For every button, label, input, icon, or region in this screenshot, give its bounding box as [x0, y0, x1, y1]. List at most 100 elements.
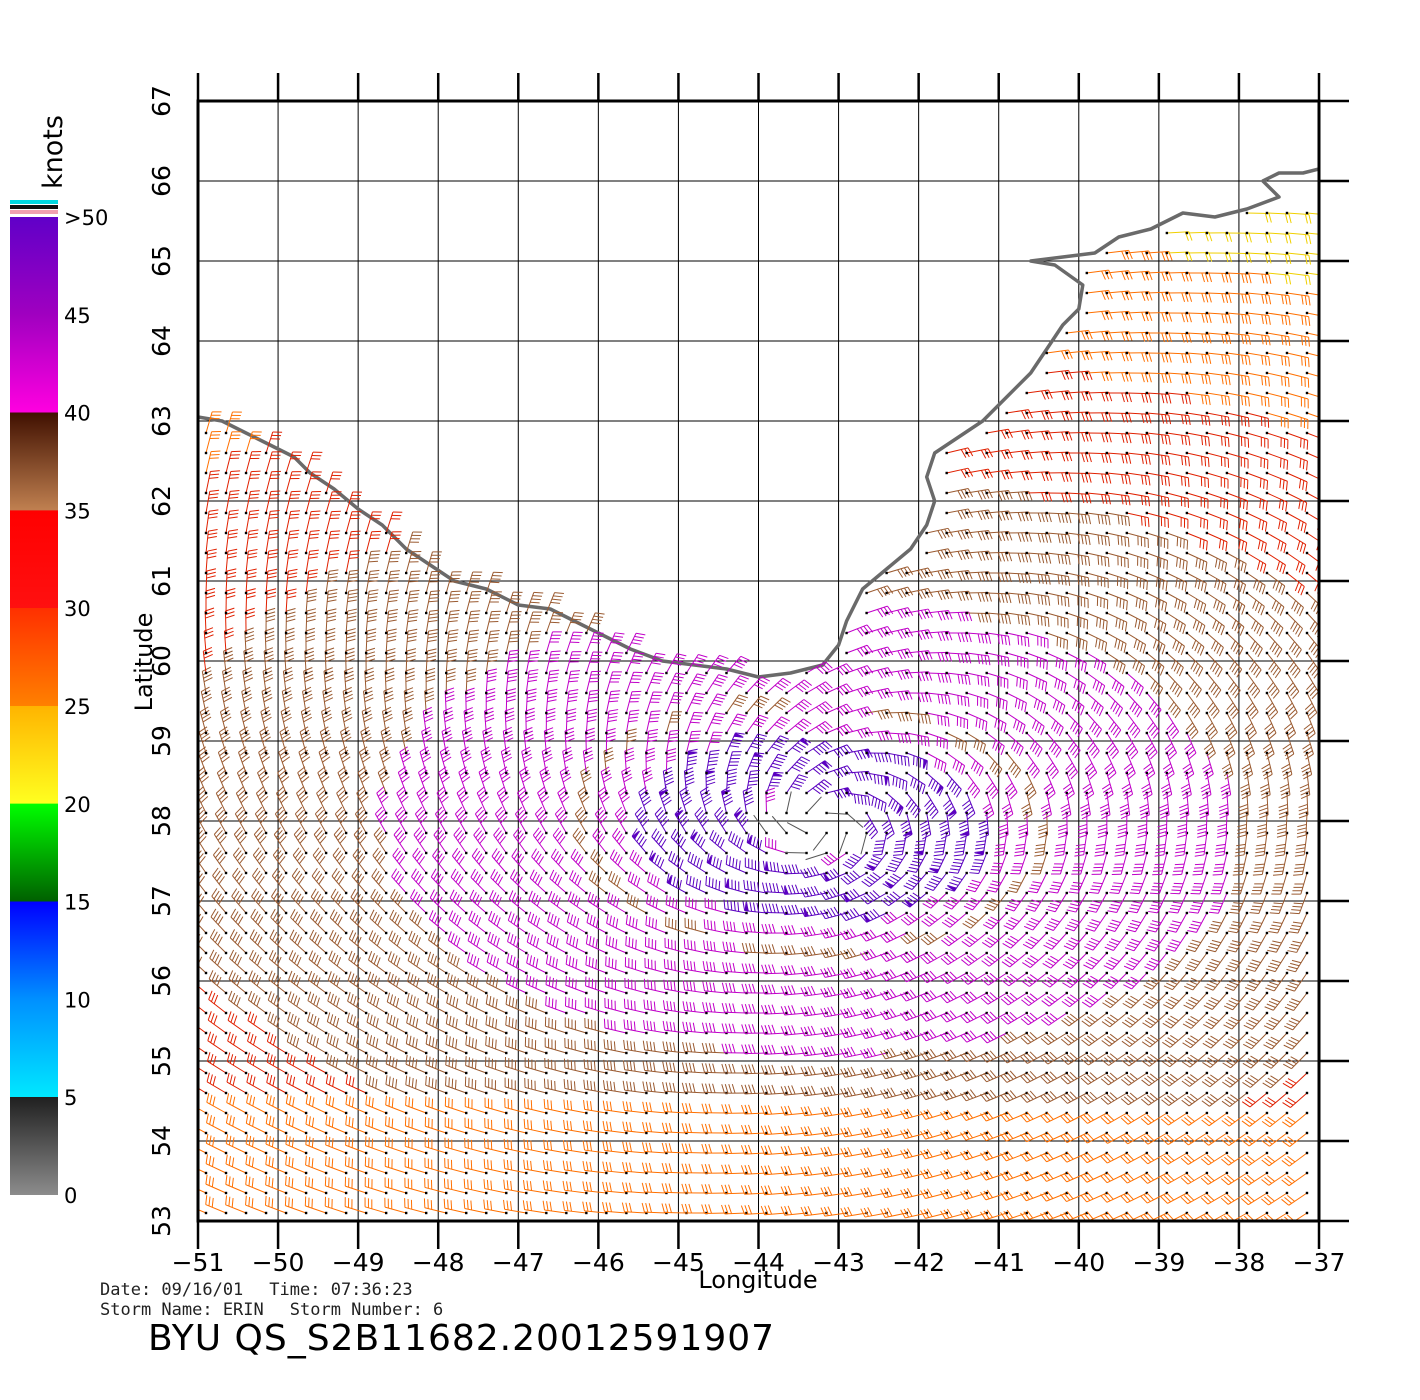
wind-barb — [1166, 911, 1189, 933]
wind-barb — [503, 1199, 528, 1215]
wind-barb — [245, 1134, 268, 1155]
wind-barb — [1261, 1171, 1289, 1186]
wind-barb — [526, 932, 548, 955]
wind-barb — [1205, 571, 1227, 594]
wind-barb — [368, 930, 388, 955]
wind-barb — [1160, 1171, 1189, 1185]
wind-barb — [1048, 871, 1068, 894]
colorbar-label: 0 — [64, 1184, 77, 1208]
wind-barb — [224, 431, 242, 455]
wind-barb — [728, 831, 748, 855]
wind-barb — [584, 1018, 608, 1035]
wind-barb — [760, 1185, 788, 1196]
wind-barb — [503, 1118, 528, 1135]
wind-barb — [483, 1158, 508, 1175]
y-tick-label: 65 — [147, 245, 176, 277]
wind-barb — [1085, 631, 1108, 652]
wind-barb — [1165, 571, 1188, 592]
wind-barb — [960, 1169, 988, 1181]
wind-barb — [1205, 951, 1229, 972]
wind-barb — [780, 985, 808, 996]
wind-barb — [1040, 1190, 1068, 1202]
wind-barb — [523, 1098, 548, 1115]
wind-barb — [1285, 451, 1308, 471]
wind-barb — [1288, 911, 1309, 934]
wind-barb — [1145, 631, 1166, 655]
wind-barb — [805, 851, 828, 861]
wind-barb — [1163, 991, 1189, 1010]
wind-barb — [543, 1139, 568, 1155]
wind-barb — [1305, 371, 1319, 377]
wind-barb — [444, 1137, 468, 1155]
wind-barb — [900, 1068, 928, 1080]
wind-barb — [1243, 1011, 1269, 1030]
wind-barb — [900, 950, 928, 964]
wind-barb — [1184, 971, 1209, 991]
wind-barb — [981, 931, 1008, 948]
wind-barb — [465, 1056, 488, 1075]
wind-barb — [701, 1143, 728, 1155]
wind-barb — [945, 488, 974, 500]
wind-barb — [1185, 551, 1208, 572]
wind-barb — [845, 748, 873, 761]
wind-barb — [958, 811, 970, 839]
wind-barb — [920, 1128, 948, 1140]
wind-barb — [346, 1012, 368, 1035]
wind-barb — [208, 970, 228, 995]
wind-barb — [198, 1188, 208, 1195]
wind-barb — [310, 888, 328, 915]
wind-barb — [232, 867, 248, 895]
wind-barb — [209, 949, 228, 975]
wind-barb — [880, 911, 908, 925]
wind-barb — [900, 1028, 928, 1041]
x-tick-label: −45 — [652, 1248, 705, 1277]
wind-barb — [1181, 1131, 1209, 1146]
colorbar-unit: knots — [38, 115, 69, 189]
wind-barb — [1120, 1091, 1149, 1106]
wind-barb — [1285, 971, 1309, 992]
wind-barb — [526, 953, 548, 975]
wind-barb — [1164, 951, 1189, 971]
wind-barb — [1045, 691, 1066, 715]
wind-barb — [661, 1102, 688, 1115]
wind-barb — [269, 929, 288, 955]
wind-barb — [387, 951, 408, 975]
wind-barb — [1200, 1191, 1229, 1205]
wind-barb — [449, 889, 468, 915]
wind-barb — [365, 1095, 388, 1115]
wind-barb — [690, 829, 708, 855]
wind-barb — [1265, 531, 1287, 554]
wind-barb — [1285, 391, 1309, 409]
wind-barb — [305, 1155, 328, 1175]
wind-barb — [940, 951, 968, 966]
wind-barb — [248, 970, 268, 995]
wind-barb — [1104, 931, 1129, 951]
wind-barb — [206, 1093, 228, 1115]
wind-barb — [980, 991, 1008, 1005]
wind-barb — [504, 1057, 528, 1075]
wind-barb — [1122, 1011, 1149, 1028]
wind-barb — [820, 1046, 848, 1058]
wind-barb — [609, 849, 628, 875]
wind-barb — [965, 711, 988, 732]
wind-barb — [405, 1054, 428, 1075]
wind-barb — [469, 889, 488, 915]
wind-barb — [1145, 931, 1169, 952]
wind-barb — [304, 1196, 328, 1215]
wind-barb — [623, 998, 648, 1015]
wind-barb — [267, 991, 288, 1015]
wind-barb — [820, 906, 848, 920]
wind-barb — [740, 1164, 768, 1175]
wind-barb — [1080, 1111, 1109, 1124]
wind-barb — [1089, 871, 1109, 894]
wind-barb — [860, 1047, 888, 1059]
wind-barb — [525, 1016, 548, 1035]
wind-barb — [681, 1163, 708, 1175]
wind-barb — [465, 1035, 488, 1055]
wind-barb — [1025, 711, 1045, 736]
wind-barb — [1045, 671, 1067, 693]
wind-barb — [721, 786, 734, 815]
wind-barb — [324, 1196, 348, 1215]
wind-barb — [780, 1205, 808, 1216]
wind-barb — [488, 910, 508, 935]
